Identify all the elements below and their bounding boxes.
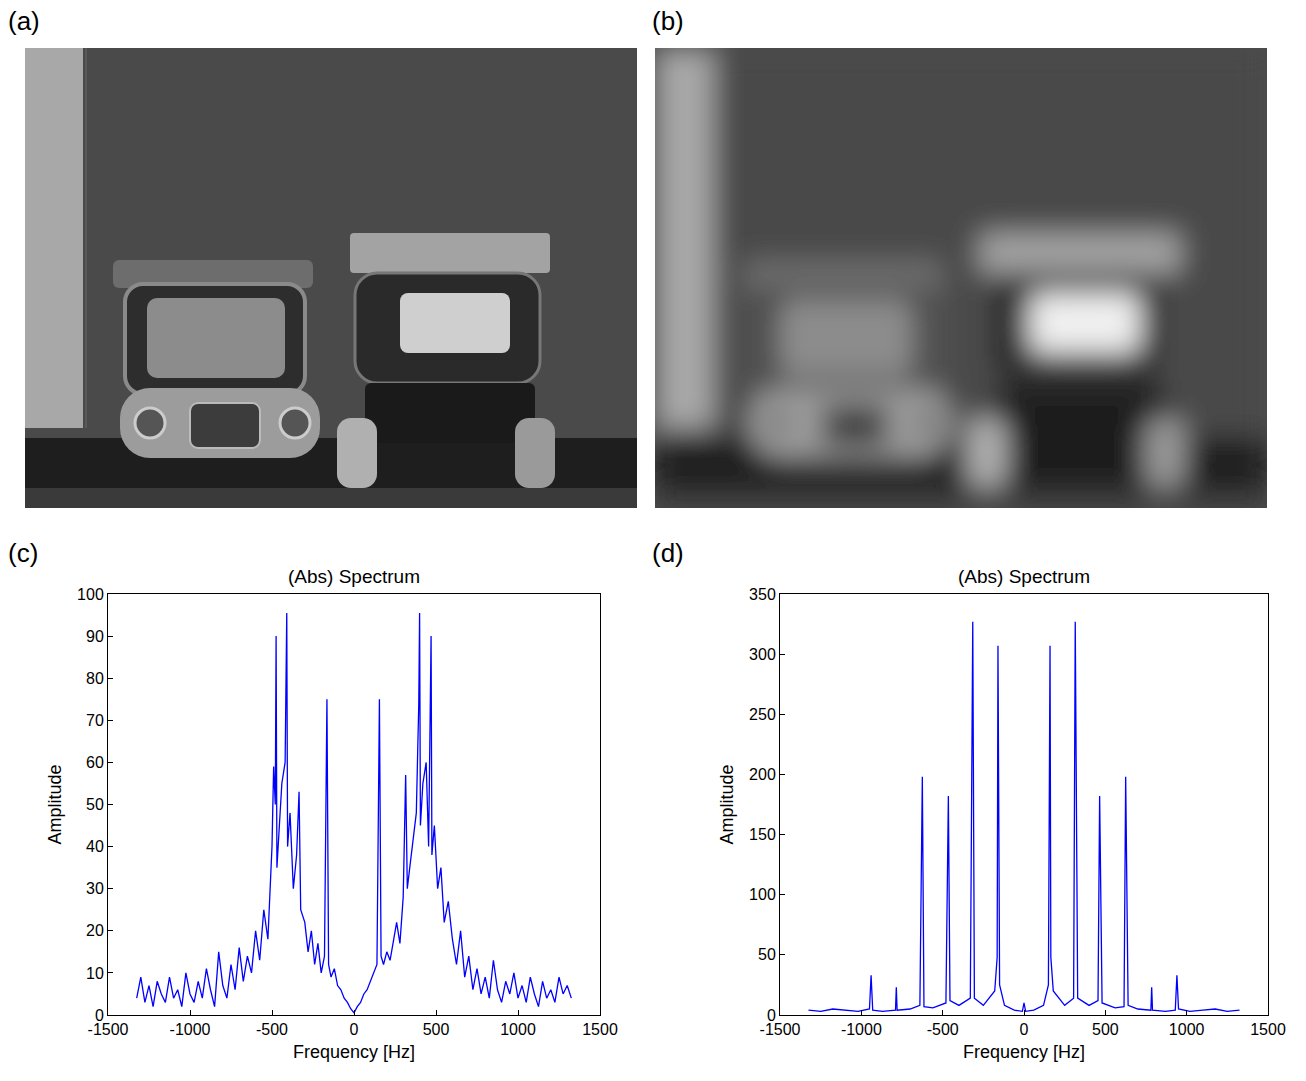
svg-text:-1500: -1500: [760, 1021, 801, 1038]
svg-text:250: 250: [749, 706, 776, 723]
svg-text:100: 100: [749, 886, 776, 903]
svg-text:0: 0: [1020, 1021, 1029, 1038]
svg-text:1500: 1500: [582, 1021, 618, 1038]
svg-text:80: 80: [86, 670, 104, 687]
svg-text:-500: -500: [256, 1021, 288, 1038]
html-text:(a): (a): [8, 6, 40, 36]
svg-text:50: 50: [86, 796, 104, 813]
svg-text:100: 100: [77, 586, 104, 603]
svg-text:-1000: -1000: [170, 1021, 211, 1038]
svg-text:500: 500: [1092, 1021, 1119, 1038]
svg-text:-500: -500: [927, 1021, 959, 1038]
html-text:(d): (d): [652, 538, 684, 568]
svg-text:300: 300: [749, 646, 776, 663]
svg-text:150: 150: [749, 826, 776, 843]
svg-text:-1500: -1500: [88, 1021, 129, 1038]
html-text:(b): (b): [652, 6, 684, 36]
svg-text:350: 350: [749, 586, 776, 603]
svg-text:30: 30: [86, 880, 104, 897]
svg-text:20: 20: [86, 922, 104, 939]
svg-text:Amplitude: Amplitude: [717, 764, 737, 844]
svg-text:0: 0: [350, 1021, 359, 1038]
svg-text:Amplitude: Amplitude: [45, 764, 65, 844]
svg-text:Frequency [Hz]: Frequency [Hz]: [293, 1042, 415, 1062]
svg-text:0: 0: [95, 1007, 104, 1024]
svg-text:50: 50: [758, 946, 776, 963]
svg-text:0: 0: [767, 1007, 776, 1024]
svg-text:-1000: -1000: [841, 1021, 882, 1038]
svg-text:1000: 1000: [500, 1021, 536, 1038]
svg-text:60: 60: [86, 754, 104, 771]
svg-text:40: 40: [86, 838, 104, 855]
svg-text:1500: 1500: [1250, 1021, 1286, 1038]
svg-text:(Abs) Spectrum: (Abs) Spectrum: [288, 566, 420, 587]
svg-text:1000: 1000: [1169, 1021, 1205, 1038]
svg-text:70: 70: [86, 712, 104, 729]
svg-text:Frequency [Hz]: Frequency [Hz]: [963, 1042, 1085, 1062]
svg-text:(Abs) Spectrum: (Abs) Spectrum: [958, 566, 1090, 587]
svg-text:10: 10: [86, 965, 104, 982]
svg-text:90: 90: [86, 628, 104, 645]
svg-text:200: 200: [749, 766, 776, 783]
html-text:(c): (c): [8, 538, 39, 568]
svg-text:500: 500: [423, 1021, 450, 1038]
